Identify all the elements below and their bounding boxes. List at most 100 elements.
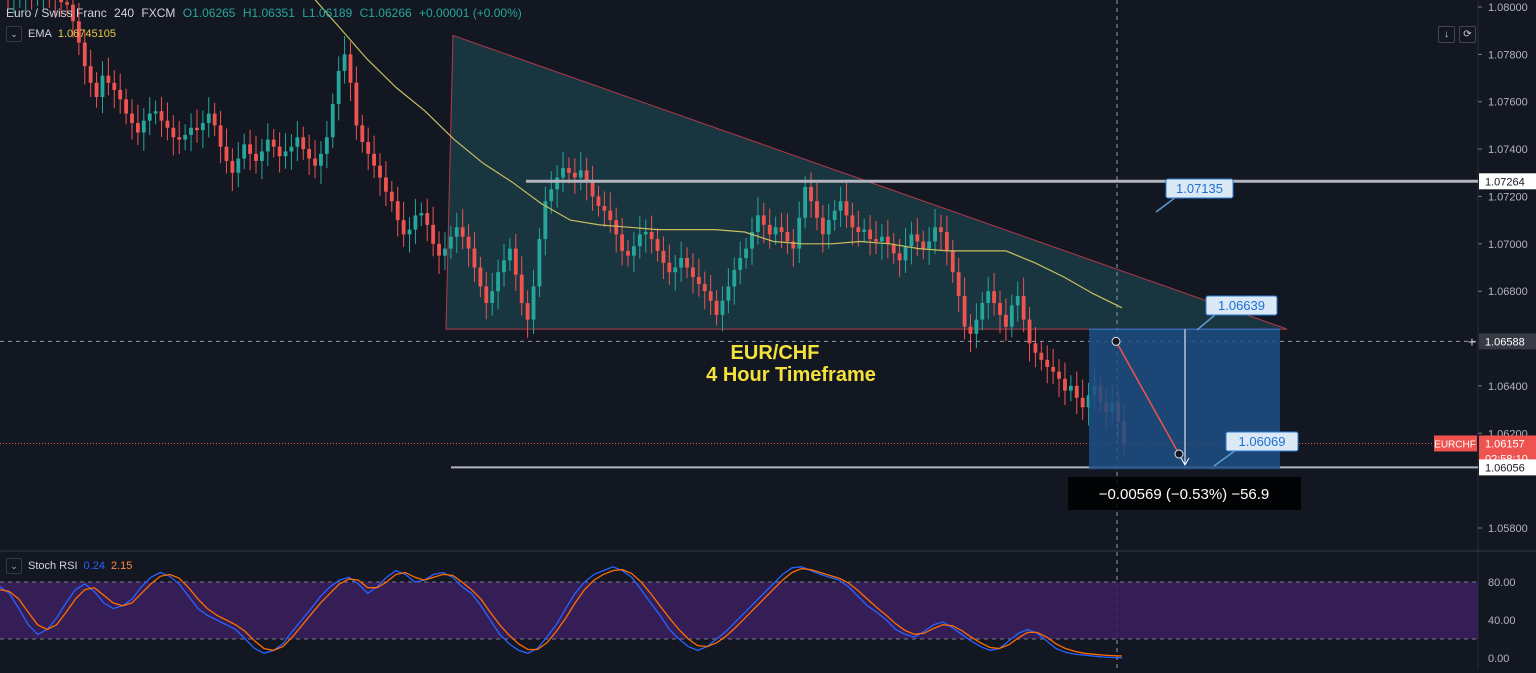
candle-body [289,146,294,152]
candle-body [714,300,719,315]
candle-body [348,54,353,83]
candle-body [1033,343,1038,353]
candle-body [324,137,329,154]
candle-body [897,253,902,261]
candle-body [1057,371,1061,379]
arrow-down-icon[interactable]: ↓ [1438,26,1455,43]
refresh-icon[interactable]: ⟳ [1459,26,1476,43]
candle-body [466,236,471,249]
candle-body [183,134,188,140]
callout-mid-box [1205,295,1278,316]
last-price-tag: 1.06157 [1485,438,1525,450]
candle-body [832,210,837,221]
callout-low-label: 1.06069 [1239,434,1286,449]
candle-body [372,153,377,166]
last-price-tag-bg [1479,435,1536,452]
annotation-subtitle: 4 Hour Timeframe [706,364,876,386]
stoch-label: Stoch RSI [28,560,78,572]
candle-body [797,217,802,249]
chevron-down-icon[interactable]: ⌄ [6,558,22,574]
symbol-tag: EURCHF [1434,439,1476,450]
candle-body [407,229,412,235]
candle-body [425,213,430,225]
candle-body [850,215,855,228]
candle-body [159,111,164,121]
candle-body [1051,366,1056,372]
candle-body [596,196,601,206]
candle-body [295,137,300,147]
candle-body [94,82,99,97]
candle-body [744,248,749,259]
candle-body [460,227,465,237]
stoch-band [0,582,1478,639]
stoch-tick-label: 0.00 [1488,653,1509,665]
callout-upper-pointer [1155,196,1177,213]
crosshair-plus-icon: + [1468,333,1476,349]
candle-body [330,104,335,138]
ema-label: EMA [28,28,52,40]
candle-body [1021,295,1026,320]
ema-legend[interactable]: ⌄ EMA 1.06745105 [6,26,116,42]
candle-body [779,227,784,232]
candle-body [525,303,530,320]
candle-body [667,262,672,273]
candle-body [88,66,93,83]
ema-value: 1.06745105 [57,28,116,40]
candle-body [124,99,129,114]
candle-body [206,113,211,124]
candle-body [572,172,577,178]
candle-body [135,123,140,133]
candle-body [153,111,158,114]
candle-body [968,326,973,334]
candle-body [637,234,642,247]
candle-body [472,248,477,268]
candle-body [1086,395,1091,408]
candle-body [750,231,754,249]
candle-body [189,127,193,135]
candle-body [130,113,134,124]
support-price-tag: 1.06056 [1485,462,1525,474]
candle-body [933,227,937,242]
candle-body [891,243,896,254]
candle-body [537,239,542,287]
open-value: O1.06265 [182,6,236,20]
candle-body [1068,385,1073,391]
candle-body [655,239,660,251]
candle-body [726,286,731,301]
close-value: C1.06266 [359,6,412,20]
candle-body [980,303,985,320]
symbol-name[interactable]: Euro / Swiss Franc [6,6,107,20]
interval-label[interactable]: 240 [114,6,135,20]
chevron-down-icon[interactable]: ⌄ [6,26,22,42]
stoch-legend[interactable]: ⌄ Stoch RSI 0.24 2.15 [6,558,132,574]
resistance-price-tag: 1.07264 [1485,176,1525,188]
candle-body [383,177,388,192]
symbol-tag-bg [1434,435,1477,452]
candle-body [313,158,317,166]
candle-body [1015,295,1020,306]
candle-body [65,2,69,5]
candle-body [248,144,253,154]
candle-body [856,227,861,232]
resistance-price-tag-bg [1479,173,1536,190]
candle-body [578,170,583,178]
candle-body [761,215,766,225]
stoch-tick-label: 40.00 [1488,615,1516,627]
candle-body [826,220,831,235]
candle-body [696,276,701,285]
candle-body [986,291,991,304]
candle-body [543,201,548,240]
high-value: H1.06351 [242,6,295,20]
candles [7,0,1126,458]
candle-body [212,113,217,126]
callout-mid-pointer [1196,313,1217,331]
candle-body [803,186,808,218]
candle-body [366,141,371,154]
change-value: +0.00001 (+0.00%) [419,6,522,20]
candle-body [507,248,512,261]
candle-body [661,250,666,263]
candle-body [242,144,247,159]
candle-body [218,125,223,147]
